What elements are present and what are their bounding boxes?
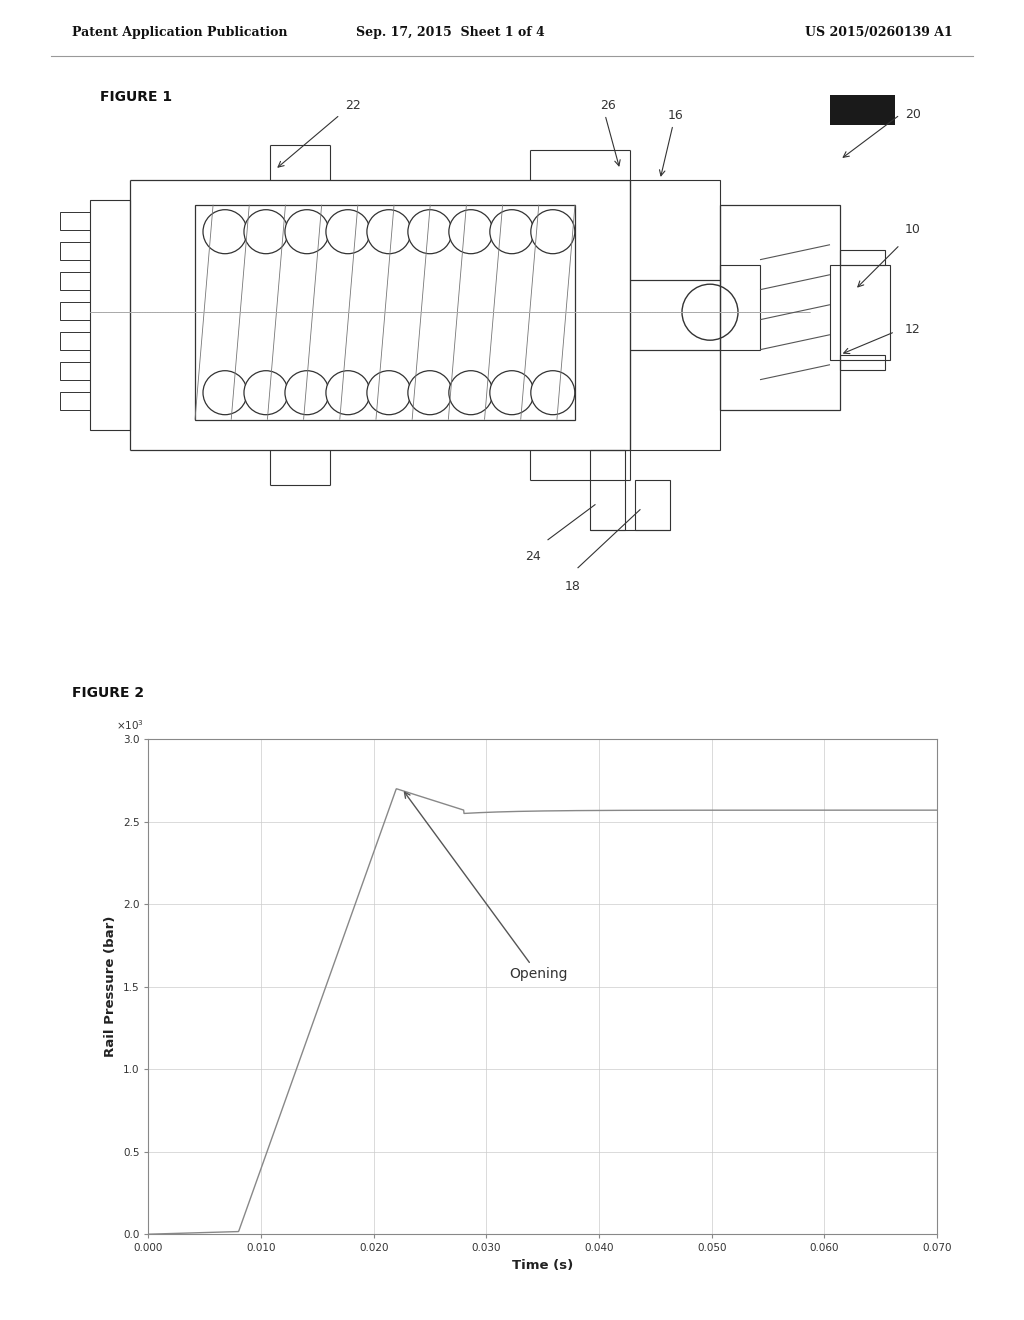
Text: 12: 12 bbox=[905, 323, 921, 337]
Circle shape bbox=[408, 371, 452, 414]
Text: 16: 16 bbox=[668, 108, 684, 121]
Text: FIGURE 2: FIGURE 2 bbox=[72, 686, 143, 700]
Circle shape bbox=[326, 371, 370, 414]
X-axis label: Time (s): Time (s) bbox=[512, 1259, 573, 1271]
Bar bbox=[630, 350, 720, 450]
Circle shape bbox=[244, 371, 288, 414]
Bar bbox=[720, 265, 760, 350]
Bar bbox=[630, 180, 720, 280]
Text: Sep. 17, 2015  Sheet 1 of 4: Sep. 17, 2015 Sheet 1 of 4 bbox=[356, 26, 545, 40]
Circle shape bbox=[449, 371, 493, 414]
Circle shape bbox=[285, 210, 329, 253]
Circle shape bbox=[530, 210, 574, 253]
Circle shape bbox=[408, 210, 452, 253]
Bar bbox=[60, 331, 90, 350]
Bar bbox=[630, 280, 720, 350]
Bar bbox=[590, 450, 625, 529]
Text: FIGURE 1: FIGURE 1 bbox=[100, 90, 172, 104]
Circle shape bbox=[367, 371, 411, 414]
Circle shape bbox=[449, 210, 493, 253]
Bar bbox=[635, 479, 670, 529]
Text: 26: 26 bbox=[600, 99, 615, 112]
Y-axis label: Rail Pressure (bar): Rail Pressure (bar) bbox=[104, 916, 118, 1057]
Text: 22: 22 bbox=[345, 99, 360, 112]
Text: 20: 20 bbox=[905, 108, 921, 121]
Bar bbox=[720, 205, 840, 409]
Text: 10: 10 bbox=[905, 223, 921, 236]
Text: Patent Application Publication: Patent Application Publication bbox=[72, 26, 287, 40]
Text: Opening: Opening bbox=[404, 792, 567, 982]
Circle shape bbox=[367, 210, 411, 253]
Text: 18: 18 bbox=[565, 579, 581, 593]
Bar bbox=[60, 242, 90, 260]
Bar bbox=[60, 272, 90, 289]
Bar bbox=[830, 95, 895, 124]
Circle shape bbox=[203, 371, 247, 414]
Bar bbox=[195, 205, 575, 420]
Circle shape bbox=[489, 210, 534, 253]
Circle shape bbox=[203, 210, 247, 253]
Bar bbox=[60, 362, 90, 380]
Bar bbox=[830, 265, 890, 359]
Bar bbox=[840, 355, 885, 370]
Bar bbox=[840, 249, 885, 265]
Bar bbox=[60, 392, 90, 409]
Circle shape bbox=[285, 371, 329, 414]
Text: 24: 24 bbox=[525, 549, 541, 562]
Circle shape bbox=[326, 210, 370, 253]
Text: $\times10^3$: $\times10^3$ bbox=[117, 718, 144, 731]
Bar bbox=[90, 199, 130, 430]
Circle shape bbox=[530, 371, 574, 414]
Text: US 2015/0260139 A1: US 2015/0260139 A1 bbox=[805, 26, 952, 40]
Bar bbox=[60, 302, 90, 319]
Circle shape bbox=[244, 210, 288, 253]
Bar bbox=[60, 211, 90, 230]
Circle shape bbox=[489, 371, 534, 414]
